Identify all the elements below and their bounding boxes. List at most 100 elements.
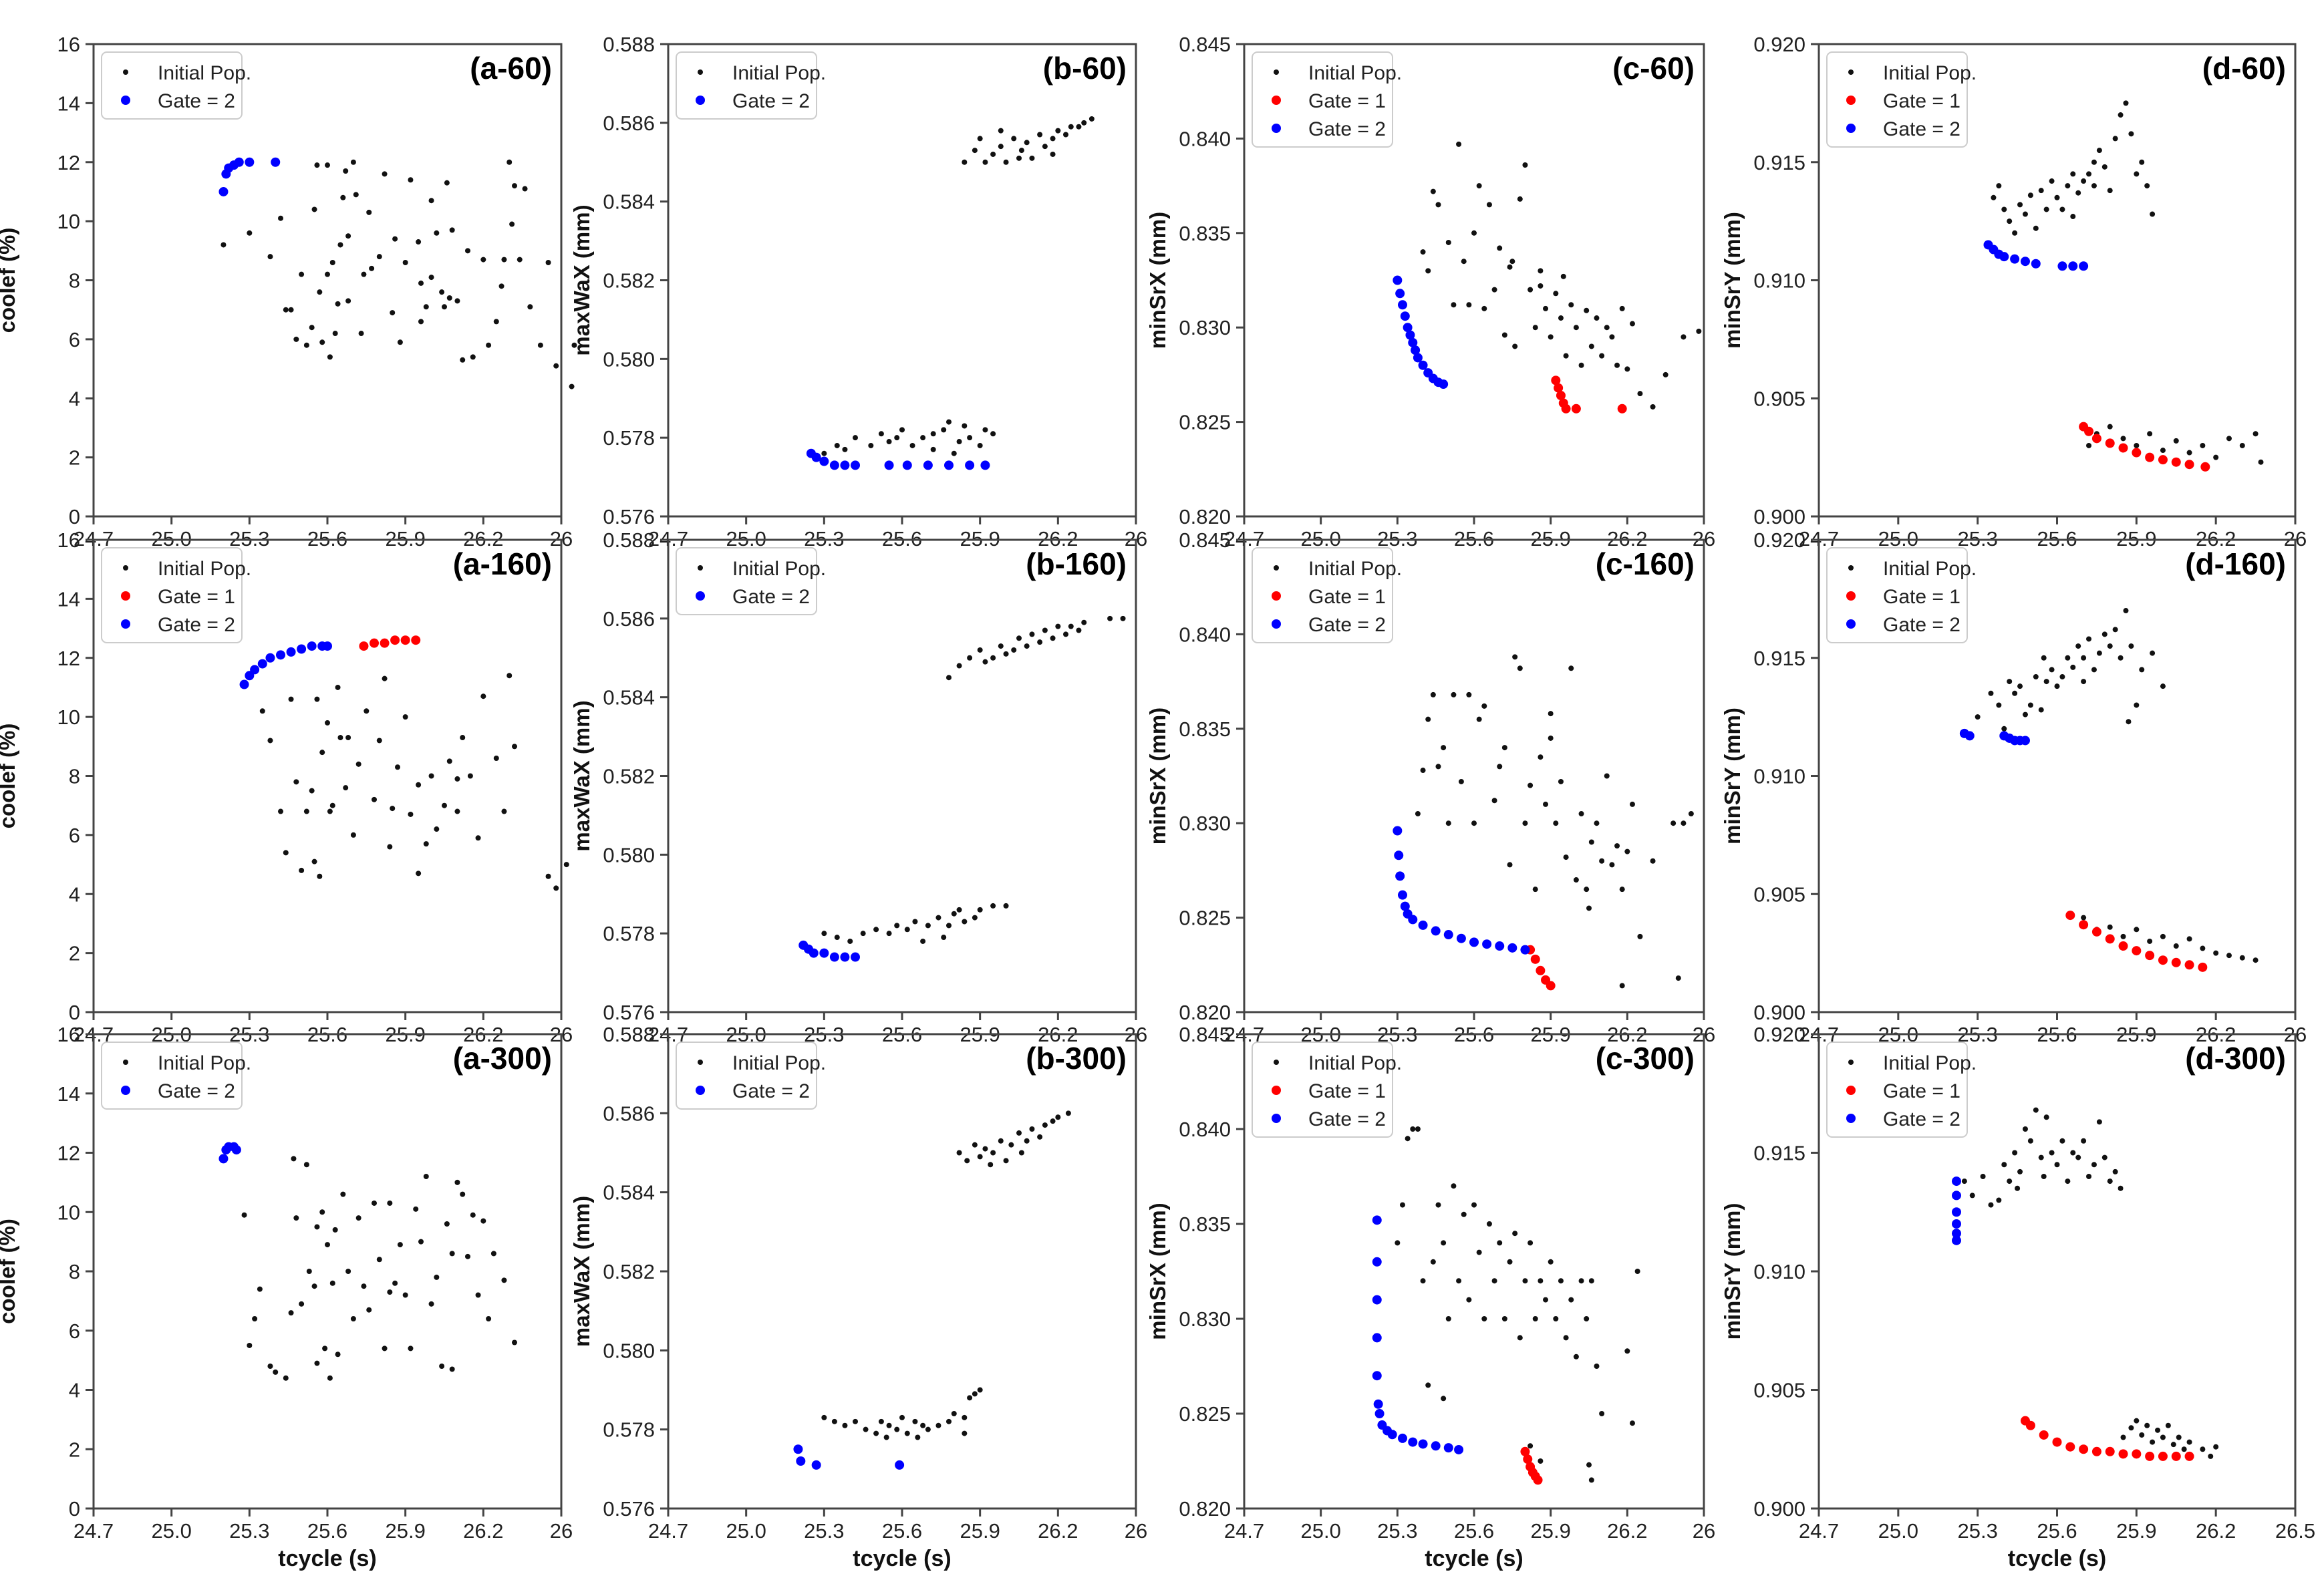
panel-label: (c-160) xyxy=(1596,546,1695,581)
point-initial xyxy=(941,427,947,433)
point-initial xyxy=(423,1174,429,1179)
point-initial xyxy=(314,696,320,702)
y-tick-label: 0.920 xyxy=(1753,1023,1805,1046)
point-initial xyxy=(1563,353,1569,359)
point-initial xyxy=(527,304,533,310)
point-initial xyxy=(886,439,892,445)
y-tick-label: 10 xyxy=(57,705,80,729)
point-initial xyxy=(1961,1178,1967,1184)
point-gate1 xyxy=(2171,1451,2181,1461)
point-initial xyxy=(392,1280,398,1286)
point-initial xyxy=(982,427,988,433)
point-initial xyxy=(2096,1119,2102,1125)
point-initial xyxy=(1050,136,1056,142)
point-initial xyxy=(428,1301,434,1307)
point-initial xyxy=(465,1253,470,1259)
point-initial xyxy=(1430,188,1436,194)
point-initial xyxy=(935,915,941,921)
y-tick-label: 0.920 xyxy=(1753,33,1805,56)
legend-marker-gate2 xyxy=(121,96,130,105)
point-initial xyxy=(2128,643,2134,649)
point-initial xyxy=(454,776,460,782)
point-initial xyxy=(2027,192,2033,198)
point-initial xyxy=(1016,635,1022,641)
point-initial xyxy=(821,931,827,937)
point-initial xyxy=(1543,1297,1549,1303)
point-initial xyxy=(350,1316,356,1321)
point-initial xyxy=(1517,196,1523,202)
point-gate2 xyxy=(819,456,829,466)
point-initial xyxy=(2075,190,2081,196)
point-initial xyxy=(941,935,947,941)
point-initial xyxy=(512,744,517,750)
point-initial xyxy=(1076,627,1082,633)
point-initial xyxy=(288,696,294,702)
y-tick-label: 0.915 xyxy=(1753,151,1805,174)
legend: Initial Pop. Gate = 2 xyxy=(101,1042,251,1110)
legend-marker-gate1 xyxy=(1846,96,1856,105)
legend-marker-gate2 xyxy=(1272,1114,1281,1123)
point-initial xyxy=(2033,225,2039,231)
point-gate2 xyxy=(1951,1219,1961,1229)
point-initial xyxy=(2134,442,2140,448)
point-gate1 xyxy=(1571,404,1581,414)
point-initial xyxy=(1425,1382,1431,1388)
point-initial xyxy=(1461,259,1467,265)
point-gate1 xyxy=(2184,1451,2194,1461)
legend-entry: Gate = 1 xyxy=(1308,90,1386,112)
point-initial xyxy=(920,1422,926,1428)
point-initial xyxy=(977,136,983,142)
point-initial xyxy=(480,693,486,699)
point-initial xyxy=(408,177,414,183)
point-initial xyxy=(868,442,874,448)
y-tick-label: 0.578 xyxy=(603,426,655,450)
y-tick-label: 0 xyxy=(69,505,80,528)
point-initial xyxy=(2134,1418,2140,1424)
point-initial xyxy=(460,357,466,363)
point-gate2 xyxy=(1405,330,1415,340)
point-initial xyxy=(376,254,382,260)
point-initial xyxy=(537,342,543,348)
point-gate2 xyxy=(1951,1207,1961,1217)
point-gate2 xyxy=(276,650,285,660)
point-gate1 xyxy=(370,638,379,648)
point-gate2 xyxy=(2020,736,2030,746)
legend-box xyxy=(676,547,817,615)
point-initial xyxy=(990,1150,996,1156)
point-initial xyxy=(1532,325,1538,331)
legend-entry: Gate = 2 xyxy=(1308,1108,1386,1130)
point-initial xyxy=(2107,188,2113,194)
point-initial xyxy=(2065,655,2071,661)
point-gate2 xyxy=(2079,261,2089,271)
point-initial xyxy=(998,144,1004,150)
point-initial xyxy=(1996,1197,2002,1203)
legend-entry: Gate = 2 xyxy=(1883,1108,1960,1130)
point-initial xyxy=(340,1191,346,1197)
point-initial xyxy=(449,227,455,233)
point-initial xyxy=(1604,325,1610,331)
point-initial xyxy=(434,826,440,832)
point-initial xyxy=(1688,811,1694,817)
point-initial xyxy=(956,663,962,669)
point-initial xyxy=(329,1280,335,1286)
x-tick-label: 25.3 xyxy=(1377,1519,1417,1543)
point-initial xyxy=(1517,1335,1523,1341)
point-gate2 xyxy=(1520,945,1530,955)
point-gate2 xyxy=(1999,252,2009,262)
point-initial xyxy=(1650,858,1656,864)
point-initial xyxy=(977,1154,983,1160)
point-initial xyxy=(1558,778,1564,784)
point-initial xyxy=(1088,116,1095,122)
legend-marker-initial xyxy=(698,69,703,75)
point-gate1 xyxy=(2158,955,2168,965)
point-initial xyxy=(935,1422,941,1428)
y-tick-label: 2 xyxy=(69,942,80,965)
legend-entry: Gate = 1 xyxy=(1308,586,1386,608)
point-initial xyxy=(1065,1110,1071,1116)
point-initial xyxy=(1011,647,1017,653)
point-gate2 xyxy=(1372,1257,1382,1267)
legend-entry: Gate = 2 xyxy=(158,90,235,112)
point-initial xyxy=(1594,315,1600,321)
point-gate2 xyxy=(1965,731,1975,741)
point-initial xyxy=(467,773,473,779)
